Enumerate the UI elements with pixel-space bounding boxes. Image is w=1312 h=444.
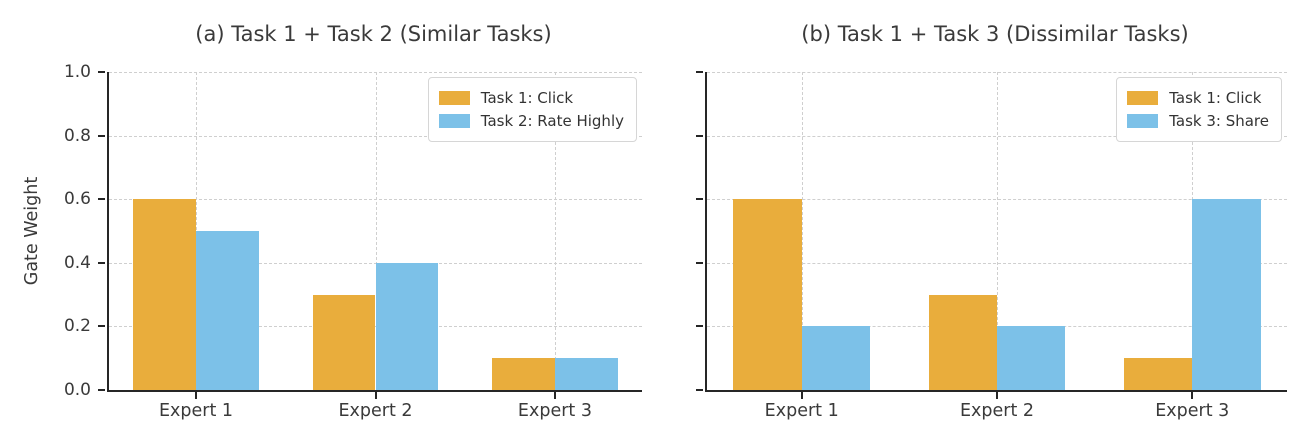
x-tick-label: Expert 3	[517, 401, 592, 421]
x-gridline	[375, 72, 377, 390]
legend-swatch-icon	[438, 91, 470, 105]
bar-expert-3-series-1	[554, 358, 618, 390]
legend-label: Task 2: Rate Highly	[480, 112, 624, 130]
y-tick-mark	[696, 389, 703, 391]
x-gridline	[997, 72, 998, 390]
x-tick-mark	[800, 392, 803, 399]
bar-expert-2-series-1	[997, 326, 1066, 390]
legend-swatch-icon	[1127, 114, 1159, 128]
y-tick-label: 0.4	[63, 252, 91, 273]
bar-expert-1-series-0	[133, 199, 197, 390]
x-tick-mark	[996, 392, 998, 399]
legend-swatch-icon	[1127, 91, 1159, 105]
x-tick-label: Expert 3	[1155, 401, 1230, 421]
x-tick-mark	[1191, 392, 1194, 399]
y-tick-label: 0.2	[63, 316, 91, 337]
y-tick-label: 0.6	[63, 189, 91, 210]
bar-expert-2-series-1	[375, 262, 439, 390]
x-tick-mark	[374, 392, 377, 399]
legend-b: Task 1: Click Task 3: Share	[1116, 77, 1282, 142]
legend-label: Task 1: Click	[1169, 89, 1262, 107]
x-tick-label: Expert 1	[764, 401, 839, 421]
y-tick-mark	[696, 325, 703, 328]
y-tick-mark	[696, 198, 703, 201]
y-tick-mark	[98, 325, 105, 328]
y-tick-mark	[696, 71, 703, 73]
y-axis-label: Gate Weight	[22, 176, 42, 286]
bar-expert-2-series-0	[928, 294, 997, 390]
legend-label: Task 3: Share	[1169, 112, 1269, 130]
legend-entry: Task 1: Click	[438, 89, 624, 107]
bar-expert-3-series-0	[492, 358, 555, 390]
bar-expert-1-series-1	[801, 326, 871, 390]
x-tick-mark	[195, 392, 198, 399]
bar-expert-1-series-1	[196, 231, 259, 390]
y-tick-label: 0.0	[63, 380, 91, 400]
x-gridline	[554, 72, 556, 390]
legend-entry: Task 2: Rate Highly	[438, 112, 624, 130]
y-tick-mark	[696, 134, 703, 137]
x-tick-label: Expert 2	[338, 401, 413, 421]
plot-area-a: Task 1: Click Task 2: Rate Highly	[107, 72, 642, 392]
y-tick-mark	[98, 198, 105, 201]
x-tick-label: Expert 2	[959, 401, 1035, 421]
bar-expert-3-series-1	[1192, 199, 1261, 390]
y-tick-mark	[98, 261, 105, 264]
bar-expert-1-series-0	[733, 199, 802, 390]
y-tick-label: 1.0	[63, 62, 91, 82]
y-tick-mark	[98, 71, 105, 73]
y-tick-mark	[98, 134, 105, 137]
x-gridline	[801, 72, 803, 390]
x-tick-mark	[553, 392, 556, 399]
legend-a: Task 1: Click Task 2: Rate Highly	[427, 77, 637, 142]
x-tick-label: Expert 1	[159, 401, 234, 421]
bar-expert-3-series-0	[1123, 358, 1193, 390]
legend-label: Task 1: Click	[480, 89, 574, 107]
y-tick-mark	[98, 389, 105, 391]
bar-expert-2-series-0	[312, 294, 376, 390]
legend-entry: Task 1: Click	[1127, 89, 1269, 107]
y-tick-mark	[696, 261, 703, 264]
y-tick-label: 0.8	[63, 125, 91, 146]
legend-swatch-icon	[438, 114, 470, 128]
subplot-b-title: (b) Task 1 + Task 3 (Dissimilar Tasks)	[801, 22, 1189, 46]
legend-entry: Task 3: Share	[1127, 112, 1269, 130]
plot-area-b: Task 1: Click Task 3: Share	[705, 72, 1287, 392]
subplot-a-title: (a) Task 1 + Task 2 (Similar Tasks)	[195, 22, 552, 46]
